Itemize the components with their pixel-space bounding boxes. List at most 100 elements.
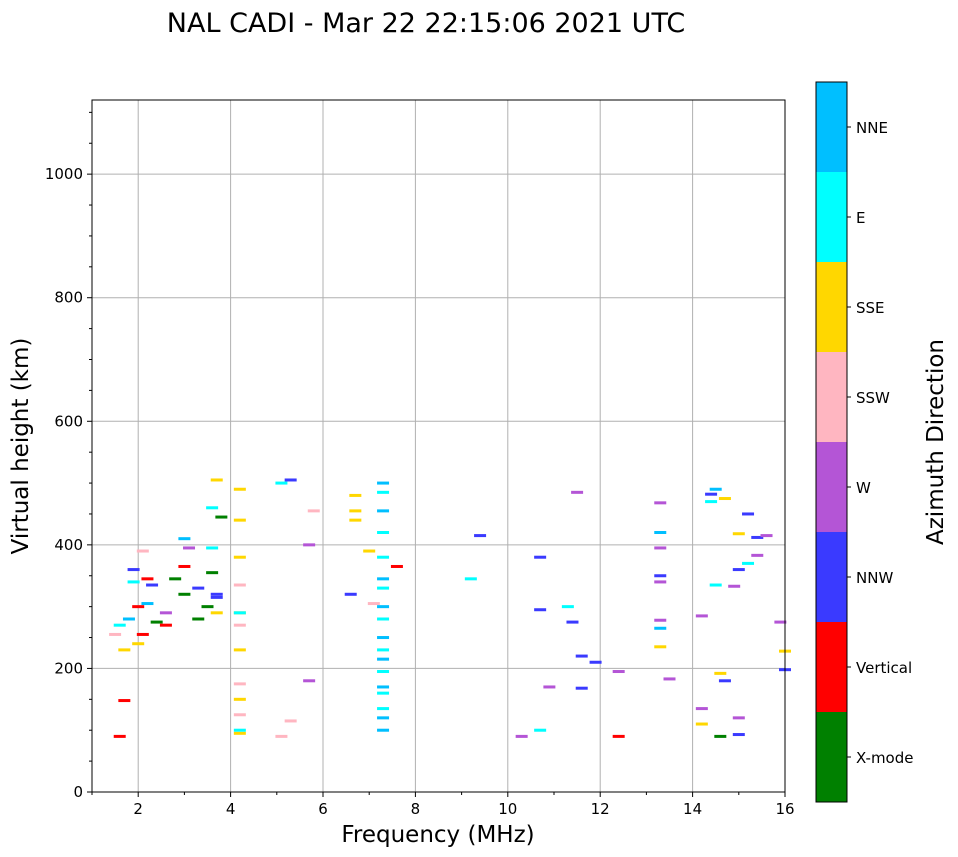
echo-mark-w bbox=[183, 546, 196, 550]
echo-mark-e bbox=[127, 580, 140, 584]
echo-mark-ssw bbox=[367, 602, 380, 606]
echo-mark-e bbox=[377, 531, 390, 534]
echo-mark-vertical bbox=[159, 623, 172, 627]
echo-mark-nne bbox=[141, 602, 154, 606]
echo-mark-x-mode bbox=[192, 617, 205, 621]
echo-mark-sse bbox=[210, 611, 223, 615]
echo-mark-e bbox=[377, 648, 390, 652]
echo-mark-nne bbox=[122, 617, 135, 621]
echo-mark-w bbox=[695, 614, 708, 618]
echo-mark-nnw bbox=[589, 660, 602, 664]
echo-mark-ssw bbox=[284, 719, 297, 723]
echo-mark-e bbox=[377, 490, 390, 494]
y-tick-label: 800 bbox=[54, 289, 83, 307]
echo-mark-x-mode bbox=[201, 605, 214, 609]
echo-mark-nnw bbox=[284, 478, 297, 482]
echo-mark-ssw bbox=[275, 734, 288, 738]
echo-mark-w bbox=[732, 716, 745, 720]
echo-mark-ssw bbox=[233, 682, 246, 686]
echo-mark-nne bbox=[377, 481, 390, 485]
echo-mark-w bbox=[543, 685, 556, 689]
echo-mark-nne bbox=[709, 487, 722, 491]
echo-mark-sse bbox=[233, 487, 246, 491]
colorbar-segment bbox=[816, 532, 847, 622]
echo-mark-nnw bbox=[146, 583, 159, 587]
y-tick-label: 200 bbox=[54, 659, 83, 677]
y-tick-label: 1000 bbox=[45, 165, 83, 183]
echo-mark-sse bbox=[233, 518, 246, 522]
echo-mark-w bbox=[303, 679, 316, 683]
colorbar-frame bbox=[815, 81, 848, 803]
echo-mark-nnw bbox=[566, 620, 579, 624]
echo-mark-x-mode bbox=[206, 571, 219, 575]
echo-mark-ssw bbox=[109, 632, 122, 636]
echo-mark-w bbox=[612, 670, 625, 674]
echo-mark-w bbox=[663, 677, 676, 681]
echo-mark-vertical bbox=[132, 605, 145, 609]
echo-mark-sse bbox=[349, 518, 362, 522]
colorbar-segment bbox=[816, 622, 847, 712]
echo-mark-ssw bbox=[136, 549, 149, 553]
echo-mark-nne bbox=[654, 626, 667, 630]
echo-mark-nnw bbox=[534, 608, 547, 612]
y-tick-label: 0 bbox=[73, 783, 83, 801]
x-tick-label: 14 bbox=[683, 800, 702, 818]
echo-mark-e bbox=[377, 555, 390, 559]
echo-mark-nne bbox=[377, 577, 390, 581]
echo-mark-sse bbox=[695, 722, 708, 726]
echo-mark-nnw bbox=[534, 555, 547, 559]
echo-mark-sse bbox=[714, 671, 727, 675]
echo-mark-sse bbox=[233, 731, 246, 735]
echo-mark-e bbox=[377, 707, 390, 711]
echo-mark-w bbox=[159, 611, 172, 615]
echo-mark-x-mode bbox=[150, 620, 163, 624]
echo-mark-w bbox=[728, 584, 741, 588]
echo-mark-e bbox=[206, 546, 219, 550]
echo-mark-x-mode bbox=[714, 734, 727, 738]
echo-mark-sse bbox=[654, 645, 667, 649]
echo-mark-nnw bbox=[575, 686, 588, 690]
echo-mark-e bbox=[561, 605, 574, 609]
echo-mark-e bbox=[233, 611, 246, 615]
echo-mark-sse bbox=[718, 497, 731, 501]
colorbar-tick-label: X-mode bbox=[856, 749, 913, 767]
echo-mark-e bbox=[206, 506, 219, 510]
x-axis: 2 4 6 8 10 12 14 16 bbox=[91, 792, 795, 818]
echo-mark-nnw bbox=[732, 568, 745, 572]
echo-mark-e bbox=[709, 583, 722, 587]
echo-mark-nne bbox=[377, 716, 390, 720]
echo-mark-sse bbox=[233, 648, 246, 652]
echo-mark-nne bbox=[178, 537, 191, 541]
echo-mark-sse bbox=[349, 509, 362, 513]
colorbar-label: Azimuth Direction bbox=[923, 339, 949, 545]
echo-mark-e bbox=[377, 691, 390, 695]
echo-mark-vertical bbox=[136, 632, 149, 636]
y-axis: 0 200 400 600 800 1000 bbox=[45, 111, 92, 801]
echo-mark-sse bbox=[233, 555, 246, 559]
grid-lines bbox=[92, 100, 786, 793]
echo-mark-w bbox=[774, 620, 787, 624]
colorbar-segment bbox=[816, 352, 847, 442]
echo-mark-w bbox=[654, 618, 667, 622]
x-tick-label: 8 bbox=[411, 800, 421, 818]
colorbar-segment bbox=[816, 172, 847, 262]
echo-mark-x-mode bbox=[215, 515, 228, 519]
echo-mark-nnw bbox=[575, 654, 588, 658]
echo-mark-x-mode bbox=[169, 577, 182, 581]
echo-mark-nne bbox=[377, 728, 390, 732]
echo-mark-w bbox=[654, 501, 667, 505]
colorbar-tick-label: W bbox=[856, 479, 871, 497]
x-axis-label: Frequency (MHz) bbox=[341, 822, 534, 848]
colorbar-segment bbox=[816, 82, 847, 172]
echo-mark-sse bbox=[233, 697, 246, 701]
echo-mark-e bbox=[233, 728, 246, 732]
echo-mark-w bbox=[760, 534, 773, 538]
colorbar-tick-label: SSE bbox=[856, 299, 885, 317]
colorbar-segment bbox=[816, 442, 847, 532]
x-tick-label: 2 bbox=[133, 800, 143, 818]
echo-mark-sse bbox=[349, 493, 362, 497]
echo-mark-nne bbox=[654, 531, 667, 534]
echo-mark-nnw bbox=[751, 535, 764, 539]
echo-mark-nne bbox=[377, 636, 390, 640]
